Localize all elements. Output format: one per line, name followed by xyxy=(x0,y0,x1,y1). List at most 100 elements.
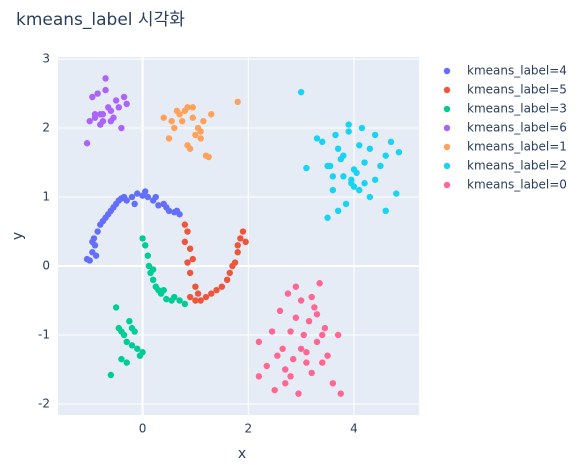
point xyxy=(287,373,294,380)
point xyxy=(189,255,196,263)
legend-marker xyxy=(443,105,451,113)
point xyxy=(91,111,99,118)
point xyxy=(334,145,342,152)
point xyxy=(118,355,125,363)
point xyxy=(102,86,109,94)
point xyxy=(382,152,389,159)
y-tick-label: -1 xyxy=(38,327,50,341)
point xyxy=(290,355,297,363)
point xyxy=(123,197,130,204)
point xyxy=(361,159,368,166)
point xyxy=(186,269,194,277)
point xyxy=(361,180,368,187)
point xyxy=(189,114,196,121)
point xyxy=(134,345,141,352)
point xyxy=(192,297,199,304)
point xyxy=(115,104,122,111)
point xyxy=(118,124,125,132)
point xyxy=(382,207,389,215)
point xyxy=(165,135,173,142)
point xyxy=(319,359,326,366)
point xyxy=(107,371,115,379)
point xyxy=(83,255,91,263)
point xyxy=(181,238,189,246)
point xyxy=(319,138,326,146)
point xyxy=(239,228,247,235)
point xyxy=(303,349,310,356)
legend-marker xyxy=(443,67,451,75)
point xyxy=(144,252,152,259)
point xyxy=(145,262,153,270)
point xyxy=(342,200,350,208)
point xyxy=(144,193,152,201)
point xyxy=(300,331,307,339)
point xyxy=(234,98,241,106)
legend-text: kmeans_label=6 xyxy=(467,121,567,135)
point xyxy=(176,297,183,304)
point xyxy=(237,235,244,242)
point xyxy=(165,207,173,215)
point xyxy=(176,211,183,218)
y-tick-label: 0 xyxy=(42,259,50,273)
point xyxy=(255,373,263,380)
point xyxy=(107,107,115,115)
point xyxy=(366,145,374,152)
point xyxy=(128,193,136,201)
point xyxy=(366,193,374,201)
point xyxy=(395,148,403,156)
y-tick-label: 1 xyxy=(42,190,50,204)
legend-marker xyxy=(443,143,451,151)
point xyxy=(324,162,331,170)
point xyxy=(89,238,96,246)
y-tick-label: -2 xyxy=(38,396,50,410)
point xyxy=(268,328,276,335)
legend-marker xyxy=(443,86,451,94)
point xyxy=(112,304,120,311)
legend-text: kmeans_label=2 xyxy=(467,159,567,173)
legend-text: kmeans_label=3 xyxy=(467,102,567,116)
point xyxy=(160,286,167,294)
point xyxy=(377,162,384,170)
x-tick-label: 4 xyxy=(350,422,358,436)
point xyxy=(340,173,347,180)
point xyxy=(192,283,199,290)
x-axis-title: x xyxy=(238,446,246,462)
point xyxy=(192,131,199,139)
point xyxy=(110,114,117,121)
point xyxy=(358,124,366,132)
point xyxy=(179,117,186,125)
point xyxy=(181,221,189,228)
point xyxy=(112,97,120,104)
point xyxy=(271,386,278,394)
point xyxy=(329,173,337,180)
point xyxy=(321,324,329,332)
point xyxy=(126,317,133,325)
point xyxy=(345,121,352,128)
point xyxy=(205,153,212,161)
y-tick-label: 3 xyxy=(42,52,50,66)
point xyxy=(313,135,321,142)
point xyxy=(173,107,181,115)
point xyxy=(200,117,207,125)
point xyxy=(303,359,310,366)
point xyxy=(319,331,326,339)
point xyxy=(89,93,96,101)
point xyxy=(279,345,286,352)
point xyxy=(274,352,281,359)
point xyxy=(152,193,159,201)
point xyxy=(387,138,395,146)
legend-marker xyxy=(443,162,451,170)
point xyxy=(295,390,302,397)
point xyxy=(139,349,146,356)
point xyxy=(197,297,204,304)
point xyxy=(334,207,342,215)
legend-marker xyxy=(443,124,451,132)
point xyxy=(181,300,189,308)
x-tick-label: 2 xyxy=(244,422,252,436)
point xyxy=(276,307,284,315)
point xyxy=(340,152,347,159)
point xyxy=(316,280,323,287)
point xyxy=(189,104,196,111)
point xyxy=(186,293,194,301)
